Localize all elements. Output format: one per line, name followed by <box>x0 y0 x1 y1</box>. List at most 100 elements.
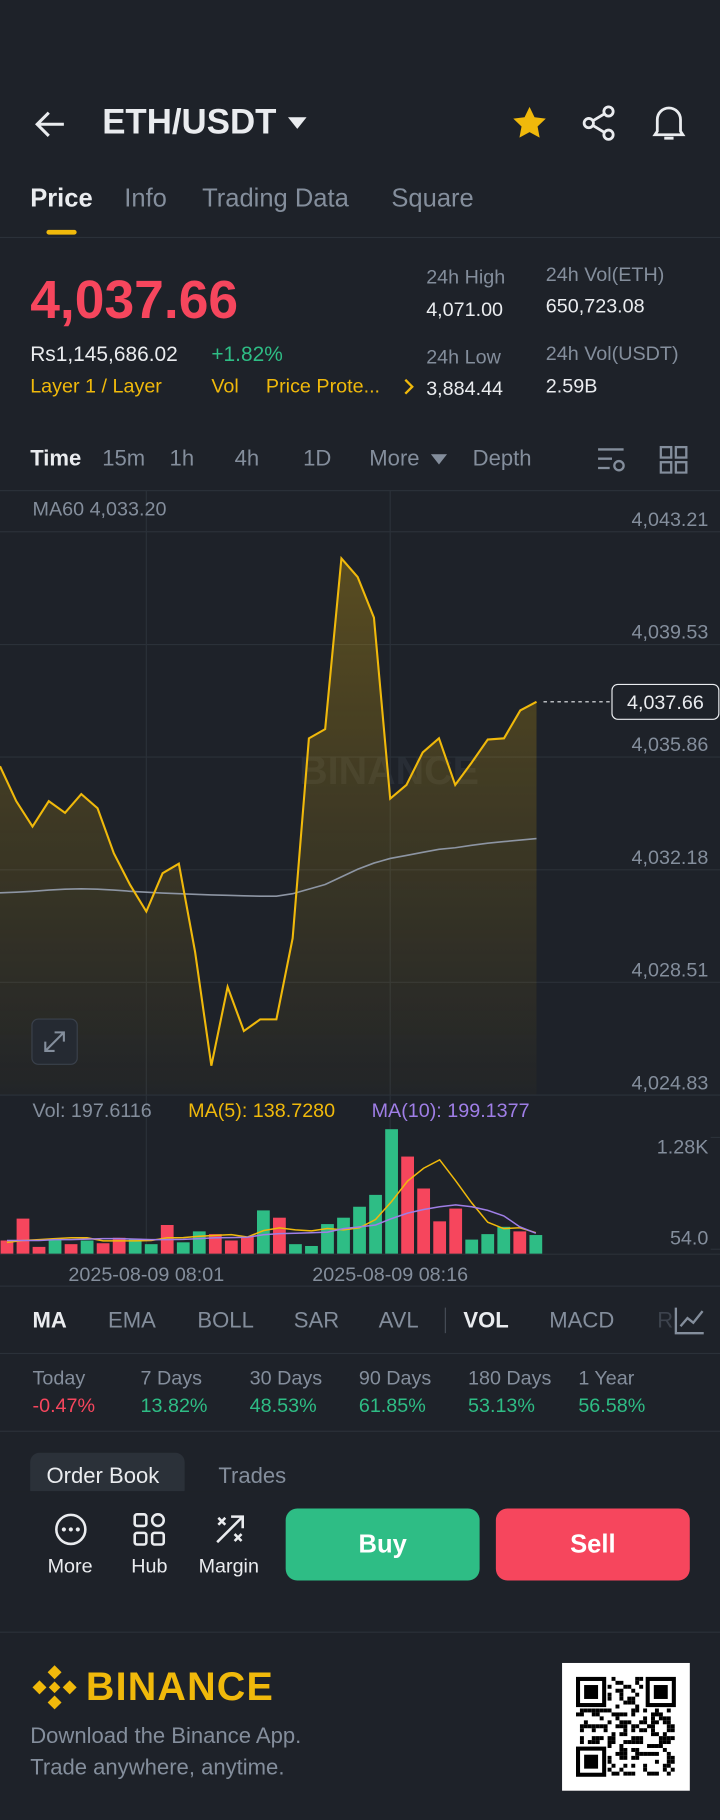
qr-cell <box>607 1696 612 1701</box>
volume-bar <box>240 1236 254 1255</box>
qr-cell <box>611 1676 616 1681</box>
margin-icon[interactable] <box>213 1512 248 1547</box>
action-label[interactable]: Margin <box>198 1554 259 1578</box>
qr-cell <box>615 1771 620 1776</box>
perf-value: 56.58% <box>578 1394 646 1417</box>
indicator[interactable]: VOL <box>463 1308 509 1334</box>
volume-bar <box>48 1238 62 1255</box>
qr-cell <box>595 1736 600 1741</box>
action-label[interactable]: More <box>47 1554 93 1578</box>
interval[interactable]: More <box>369 447 420 472</box>
qr-cell <box>611 1712 616 1717</box>
hub-icon[interactable] <box>132 1512 167 1547</box>
qr-cell <box>619 1724 624 1729</box>
interval[interactable]: Time <box>30 447 82 472</box>
indicator[interactable]: EMA <box>107 1308 156 1334</box>
volume-bar <box>144 1244 158 1255</box>
expand-button[interactable] <box>31 1018 78 1065</box>
tag[interactable]: Price Prote... <box>265 375 381 398</box>
qr-cell <box>651 1728 655 1733</box>
qr-cell <box>662 1736 667 1741</box>
tab[interactable]: Info <box>124 183 167 213</box>
qr-cell <box>670 1736 675 1741</box>
qr-cell <box>627 1771 632 1776</box>
y-tick-label: 4,024.83 <box>632 1072 709 1094</box>
qr-cell <box>670 1767 675 1772</box>
qr-cell <box>654 1751 659 1756</box>
qr-cell <box>619 1688 624 1693</box>
qr-cell <box>666 1720 671 1725</box>
share-icon[interactable] <box>581 105 618 142</box>
qr-cell <box>662 1767 667 1772</box>
qr-cell <box>587 1724 592 1729</box>
interval[interactable]: 4h <box>234 447 260 472</box>
qr-cell <box>607 1692 612 1697</box>
y-tick-label: 4,032.18 <box>632 847 709 869</box>
qr-cell <box>615 1680 620 1685</box>
y-tick-label: 4,028.51 <box>632 959 709 981</box>
interval[interactable]: Depth <box>472 447 532 472</box>
qr-cell <box>615 1704 620 1709</box>
divider <box>0 236 720 239</box>
qr-cell <box>607 1720 612 1725</box>
indicator[interactable]: SAR <box>293 1308 340 1334</box>
tab[interactable]: Trading Data <box>202 183 349 213</box>
y-tick-label: 4,043.21 <box>632 509 709 531</box>
tag[interactable]: Vol <box>211 375 239 398</box>
qr-cell <box>647 1744 652 1748</box>
interval[interactable]: 15m <box>102 447 146 472</box>
volume-bar <box>273 1217 286 1255</box>
qr-cell <box>643 1767 648 1772</box>
book-tab[interactable]: Order Book <box>46 1464 160 1489</box>
qr-cell <box>651 1771 655 1776</box>
footer-text: Download the Binance App. <box>30 1724 302 1749</box>
indicator[interactable]: MA <box>32 1308 67 1334</box>
qr-cell <box>619 1767 624 1772</box>
qr-cell <box>619 1696 624 1701</box>
book-tab[interactable]: Trades <box>218 1464 287 1489</box>
dropdown-icon[interactable] <box>287 116 308 130</box>
qr-cell <box>643 1716 648 1721</box>
qr-cell <box>615 1688 620 1693</box>
interval[interactable]: 1h <box>169 447 195 472</box>
pair-title[interactable]: ETH/USDT <box>102 103 277 142</box>
qr-cell <box>666 1728 671 1733</box>
qr-cell <box>603 1728 608 1733</box>
volume-bar <box>64 1244 78 1255</box>
x-tick-label: 2025-08-09 08:01 <box>68 1264 224 1286</box>
favorite-icon[interactable] <box>511 105 548 142</box>
buy-button[interactable]: Buy <box>285 1508 480 1581</box>
indicator[interactable]: MACD <box>549 1308 615 1334</box>
qr-cell <box>635 1747 640 1752</box>
qr-cell <box>666 1763 671 1768</box>
qr-cell <box>658 1736 663 1741</box>
volume-bar <box>128 1238 142 1255</box>
chart-icon[interactable] <box>674 1305 707 1335</box>
tag[interactable]: Layer 1 / Layer <box>30 375 162 398</box>
bell-icon[interactable] <box>650 103 687 142</box>
interval[interactable]: 1D <box>303 447 332 472</box>
settings-icon[interactable] <box>596 445 629 475</box>
indicator[interactable]: R <box>657 1308 674 1334</box>
indicator[interactable]: AVL <box>378 1308 419 1334</box>
indicator[interactable]: BOLL <box>197 1308 254 1334</box>
qr-cell <box>631 1724 636 1729</box>
qr-cell <box>619 1712 624 1717</box>
perf-value: 48.53% <box>249 1394 317 1417</box>
qr-cell <box>599 1716 604 1721</box>
more-icon[interactable] <box>53 1512 88 1547</box>
tab[interactable]: Price <box>30 183 93 213</box>
qr-cell <box>607 1759 612 1764</box>
qr-cell <box>611 1740 616 1745</box>
action-label[interactable]: Hub <box>131 1554 168 1578</box>
back-icon[interactable] <box>33 107 68 142</box>
qr-cell <box>635 1708 640 1713</box>
qr-cell <box>631 1771 636 1776</box>
tab[interactable]: Square <box>391 183 474 213</box>
qr-cell <box>591 1736 596 1741</box>
qr-cell <box>635 1736 640 1741</box>
qr-cell <box>591 1708 596 1713</box>
layout-icon[interactable] <box>659 445 688 474</box>
qr-cell <box>654 1759 659 1764</box>
sell-button[interactable]: Sell <box>495 1508 690 1581</box>
